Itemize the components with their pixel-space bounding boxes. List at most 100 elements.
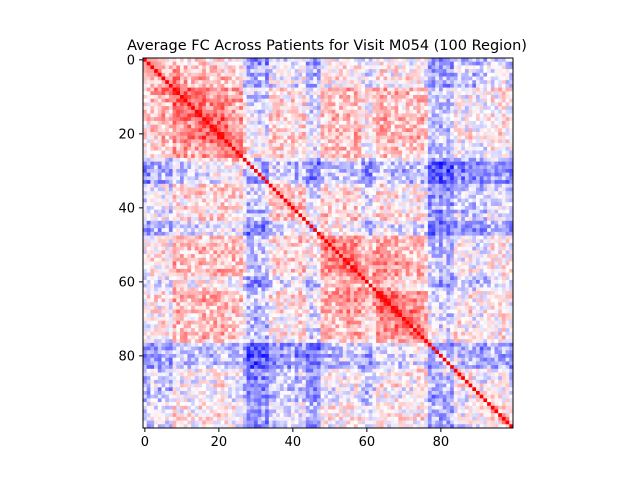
heatmap-cell — [498, 69, 502, 73]
heatmap-cell — [143, 136, 147, 140]
heatmap-cell — [236, 80, 240, 84]
heatmap-cell — [395, 206, 399, 210]
heatmap-cell — [454, 169, 458, 173]
heatmap-cell — [143, 62, 147, 66]
heatmap-cell — [465, 162, 469, 166]
heatmap-cell — [465, 165, 469, 169]
heatmap-cell — [476, 180, 480, 184]
heatmap-cell — [291, 158, 295, 162]
heatmap-cell — [206, 121, 210, 125]
heatmap-cell — [446, 206, 450, 210]
heatmap-cell — [295, 225, 299, 229]
heatmap-cell — [387, 121, 391, 125]
heatmap-cell — [298, 136, 302, 140]
heatmap-cell — [372, 88, 376, 92]
heatmap-cell — [443, 69, 447, 73]
heatmap-cell — [269, 143, 273, 147]
heatmap-cell — [343, 184, 347, 188]
heatmap-cell — [284, 236, 288, 240]
heatmap-cell — [354, 162, 358, 166]
heatmap-cell — [417, 225, 421, 229]
heatmap-cell — [287, 65, 291, 69]
heatmap-cell — [421, 176, 425, 180]
heatmap-cell — [250, 173, 254, 177]
heatmap-cell — [239, 84, 243, 88]
heatmap-cell — [369, 236, 373, 240]
heatmap-cell — [261, 114, 265, 118]
heatmap-cell — [147, 125, 151, 129]
heatmap-cell — [483, 165, 487, 169]
heatmap-cell — [432, 162, 436, 166]
heatmap-cell — [258, 217, 262, 221]
heatmap-cell — [213, 84, 217, 88]
heatmap-cell — [335, 128, 339, 132]
heatmap-cell — [372, 176, 376, 180]
heatmap-cell — [184, 221, 188, 225]
heatmap-cell — [317, 128, 321, 132]
heatmap-cell — [158, 73, 162, 77]
heatmap-cell — [154, 121, 158, 125]
heatmap-cell — [284, 232, 288, 236]
heatmap-cell — [435, 114, 439, 118]
heatmap-cell — [402, 151, 406, 155]
heatmap-cell — [413, 99, 417, 103]
heatmap-cell — [236, 154, 240, 158]
heatmap-cell — [147, 199, 151, 203]
heatmap-cell — [143, 195, 147, 199]
heatmap-cell — [498, 165, 502, 169]
heatmap-cell — [450, 232, 454, 236]
heatmap-cell — [150, 73, 154, 77]
heatmap-cell — [206, 102, 210, 106]
heatmap-cell — [221, 132, 225, 136]
heatmap-cell — [424, 147, 428, 151]
heatmap-cell — [409, 239, 413, 243]
heatmap-cell — [247, 114, 251, 118]
heatmap-cell — [476, 232, 480, 236]
heatmap-cell — [213, 125, 217, 129]
heatmap-cell — [210, 202, 214, 206]
heatmap-cell — [454, 195, 458, 199]
heatmap-cell — [487, 132, 491, 136]
heatmap-cell — [380, 102, 384, 106]
heatmap-cell — [280, 236, 284, 240]
heatmap-cell — [350, 147, 354, 151]
heatmap-cell — [191, 228, 195, 232]
heatmap-cell — [458, 191, 462, 195]
heatmap-cell — [232, 210, 236, 214]
heatmap-cell — [273, 58, 277, 62]
heatmap-cell — [206, 191, 210, 195]
heatmap-cell — [480, 139, 484, 143]
heatmap-cell — [454, 158, 458, 162]
heatmap-cell — [417, 125, 421, 129]
heatmap-cell — [372, 217, 376, 221]
heatmap-cell — [265, 84, 269, 88]
heatmap-cell — [254, 88, 258, 92]
heatmap-cell — [276, 136, 280, 140]
heatmap-cell — [165, 88, 169, 92]
heatmap-cell — [387, 239, 391, 243]
heatmap-cell — [306, 151, 310, 155]
heatmap-cell — [350, 80, 354, 84]
heatmap-cell — [298, 128, 302, 132]
heatmap-cell — [195, 88, 199, 92]
heatmap-cell — [406, 199, 410, 203]
heatmap-cell — [217, 206, 221, 210]
heatmap-cell — [228, 202, 232, 206]
heatmap-cell — [236, 65, 240, 69]
heatmap-cell — [354, 206, 358, 210]
heatmap-cell — [273, 199, 277, 203]
heatmap-cell — [173, 84, 177, 88]
heatmap-cell — [376, 88, 380, 92]
heatmap-cell — [291, 232, 295, 236]
heatmap-cell — [184, 232, 188, 236]
heatmap-cell — [472, 195, 476, 199]
heatmap-cell — [295, 121, 299, 125]
heatmap-cell — [369, 232, 373, 236]
heatmap-cell — [417, 217, 421, 221]
heatmap-cell — [317, 195, 321, 199]
heatmap-cell — [398, 139, 402, 143]
heatmap-cell — [221, 88, 225, 92]
heatmap-cell — [339, 73, 343, 77]
heatmap-cell — [443, 106, 447, 110]
heatmap-cell — [321, 221, 325, 225]
